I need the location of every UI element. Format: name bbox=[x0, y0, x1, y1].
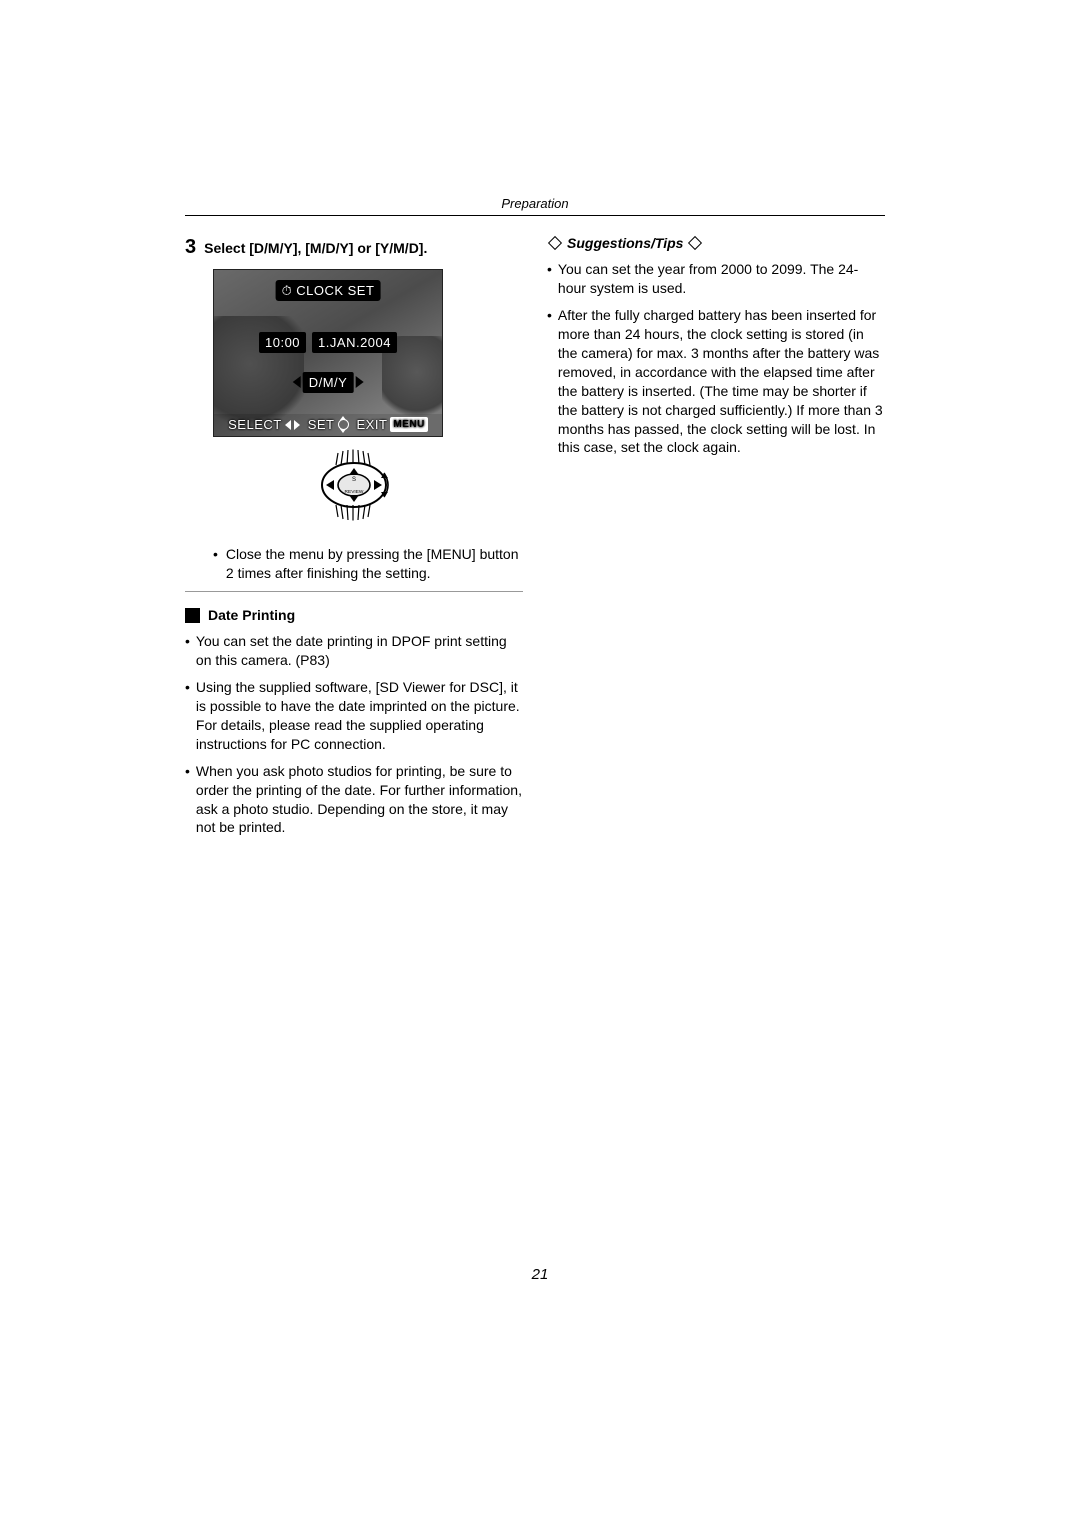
lcd-datetime-row: 10:00 1.JAN.2004 bbox=[259, 332, 397, 354]
lcd-date: 1.JAN.2004 bbox=[312, 332, 397, 354]
bullet-icon: • bbox=[213, 545, 218, 583]
left-column: 3 Select [D/M/Y], [M/D/Y] or [Y/M/D]. ⏱ … bbox=[185, 234, 523, 846]
lcd-set-hint: SET bbox=[308, 416, 349, 434]
list-item-text: You can set the year from 2000 to 2099. … bbox=[558, 260, 885, 298]
step-header: 3 Select [D/M/Y], [M/D/Y] or [Y/M/D]. bbox=[185, 234, 523, 261]
tips-header-text: Suggestions/Tips bbox=[567, 234, 683, 253]
date-printing-list: • You can set the date printing in DPOF … bbox=[185, 632, 523, 837]
black-square-icon bbox=[185, 608, 200, 623]
list-item-text: Using the supplied software, [SD Viewer … bbox=[196, 678, 523, 754]
lcd-title-text: CLOCK SET bbox=[296, 282, 374, 300]
lcd-format-row: D/M/Y bbox=[293, 372, 364, 394]
lcd-illustration: ⏱ CLOCK SET 10:00 1.JAN.2004 D/M/Y bbox=[213, 269, 523, 437]
step-note: • Close the menu by pressing the [MENU] … bbox=[185, 545, 523, 583]
page-number: 21 bbox=[0, 1265, 1080, 1285]
lcd-time: 10:00 bbox=[259, 332, 306, 354]
page-content: Preparation 3 Select [D/M/Y], [M/D/Y] or… bbox=[185, 195, 885, 845]
date-printing-title: Date Printing bbox=[208, 606, 295, 625]
list-item-text: You can set the date printing in DPOF pr… bbox=[196, 632, 523, 670]
svg-text:S: S bbox=[352, 477, 356, 483]
list-item: • You can set the year from 2000 to 2099… bbox=[547, 260, 885, 298]
divider bbox=[185, 591, 523, 592]
list-item: • After the fully charged battery has be… bbox=[547, 306, 885, 457]
triangle-left-icon bbox=[293, 376, 301, 388]
diamond-icon bbox=[688, 236, 702, 250]
lcd-exit-hint: EXIT MENU bbox=[357, 416, 428, 434]
list-item: • When you ask photo studios for printin… bbox=[185, 762, 523, 838]
two-column-layout: 3 Select [D/M/Y], [M/D/Y] or [Y/M/D]. ⏱ … bbox=[185, 234, 885, 846]
lcd-format: D/M/Y bbox=[303, 372, 354, 394]
bullet-icon: • bbox=[185, 632, 190, 670]
arrow-right-icon bbox=[294, 420, 300, 430]
list-item: • Using the supplied software, [SD Viewe… bbox=[185, 678, 523, 754]
triangle-right-icon bbox=[355, 376, 363, 388]
lcd-select-hint: SELECT bbox=[228, 416, 300, 434]
bullet-icon: • bbox=[185, 678, 190, 754]
list-item: • You can set the date printing in DPOF … bbox=[185, 632, 523, 670]
arrow-left-icon bbox=[285, 420, 291, 430]
date-printing-header: Date Printing bbox=[185, 606, 523, 625]
lcd-title: ⏱ CLOCK SET bbox=[276, 280, 381, 302]
tips-header: Suggestions/Tips bbox=[547, 234, 885, 253]
dial-icon: S REVIEW bbox=[312, 443, 396, 527]
menu-badge: MENU bbox=[390, 417, 427, 433]
bullet-icon: • bbox=[547, 260, 552, 298]
step-title: Select [D/M/Y], [M/D/Y] or [Y/M/D]. bbox=[204, 239, 427, 258]
step-note-text: Close the menu by pressing the [MENU] bu… bbox=[226, 545, 523, 583]
svg-text:REVIEW: REVIEW bbox=[345, 489, 364, 495]
section-header: Preparation bbox=[185, 195, 885, 216]
clock-icon: ⏱ bbox=[282, 282, 293, 300]
control-dial-illustration: S REVIEW bbox=[185, 443, 523, 533]
list-item-text: When you ask photo studios for printing,… bbox=[196, 762, 523, 838]
lcd-bottom-bar: SELECT SET EXIT MENU bbox=[214, 414, 442, 436]
list-item-text: After the fully charged battery has been… bbox=[558, 306, 885, 457]
camera-lcd-screen: ⏱ CLOCK SET 10:00 1.JAN.2004 D/M/Y bbox=[213, 269, 443, 437]
step-number: 3 bbox=[185, 234, 196, 261]
right-column: Suggestions/Tips • You can set the year … bbox=[547, 234, 885, 846]
tips-list: • You can set the year from 2000 to 2099… bbox=[547, 260, 885, 457]
bullet-icon: • bbox=[547, 306, 552, 457]
bullet-icon: • bbox=[185, 762, 190, 838]
updown-icon bbox=[338, 419, 349, 430]
diamond-icon bbox=[548, 236, 562, 250]
